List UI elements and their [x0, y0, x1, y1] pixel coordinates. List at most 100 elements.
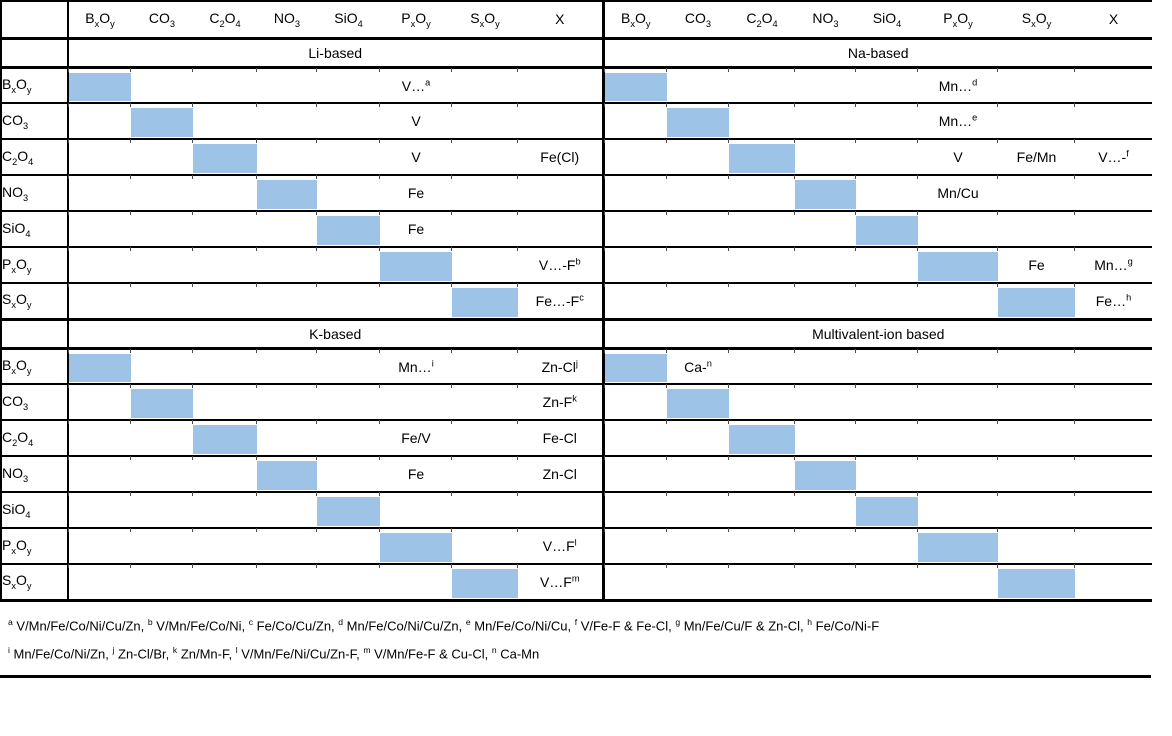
matrix-cell: [451, 246, 518, 284]
cell-value: V…Fm: [539, 573, 580, 591]
matrix-cell: Fe…-Fc: [517, 282, 605, 320]
matrix-cell: [794, 563, 856, 602]
column-header: BxOy: [603, 0, 667, 40]
matrix-cell: [1074, 419, 1152, 457]
matrix-cell: [256, 347, 317, 385]
diagonal-highlight: [317, 216, 380, 245]
matrix-cell: [256, 138, 317, 176]
matrix-cell: [451, 102, 518, 140]
row-header: CO3: [0, 103, 69, 140]
matrix-cell: Fe(Cl): [517, 138, 605, 176]
matrix-cell: V: [379, 138, 452, 176]
matrix-cell: [997, 527, 1075, 565]
matrix-cell: [794, 527, 856, 565]
matrix-cell: [666, 138, 729, 176]
matrix-cell: Fe: [379, 174, 452, 212]
matrix-cell: [451, 491, 518, 529]
matrix-cell: V…Fl: [517, 527, 605, 565]
row-header: C2O4: [0, 139, 69, 176]
matrix-cell: [67, 419, 131, 457]
matrix-cell: [192, 282, 257, 320]
row-header: SxOy: [0, 283, 69, 320]
matrix-cell: [855, 455, 918, 493]
matrix-cell: [917, 246, 998, 284]
matrix-cell: [997, 102, 1075, 140]
row-header: PxOy: [0, 247, 69, 284]
matrix-cell: [666, 246, 729, 284]
matrix-cell: [602, 563, 667, 602]
matrix-cell: [666, 66, 729, 104]
diagonal-highlight: [452, 288, 518, 317]
diagonal-highlight: [856, 497, 918, 526]
matrix-cell: [130, 383, 193, 421]
matrix-cell: Mn…g: [1074, 246, 1152, 284]
diagonal-highlight: [918, 252, 998, 281]
polyanion-matrix-table: BxOy CO3 C2O4 NO3 SiO4 PxOy SxOy X BxOy CO3 C2O4 NO…: [0, 0, 1152, 602]
matrix-cell: [855, 66, 918, 104]
cell-value: Zn-Clj: [541, 357, 578, 375]
matrix-cell: [67, 563, 131, 602]
matrix-cell: [917, 527, 998, 565]
matrix-cell: [451, 210, 518, 248]
cell-value: V…-f: [1098, 148, 1129, 166]
diagonal-highlight: [998, 288, 1075, 317]
matrix-cell: Fe: [997, 246, 1075, 284]
matrix-cell: [192, 419, 257, 457]
matrix-cell: [917, 210, 998, 248]
corner-cell: [0, 0, 69, 40]
cell-value: V…Fl: [542, 537, 577, 555]
matrix-cell: [517, 102, 605, 140]
matrix-cell: [192, 563, 257, 602]
matrix-cell: [192, 491, 257, 529]
matrix-cell: [130, 102, 193, 140]
matrix-cell: [666, 527, 729, 565]
matrix-cell: [517, 66, 605, 104]
row-header: NO3: [0, 175, 69, 212]
matrix-cell: Fe/Mn: [997, 138, 1075, 176]
cell-value: Fe…-Fc: [535, 292, 584, 310]
matrix-cell: [316, 102, 380, 140]
matrix-cell: [728, 527, 795, 565]
matrix-cell: [666, 491, 729, 529]
matrix-cell: [67, 491, 131, 529]
matrix-cell: [316, 66, 380, 104]
matrix-cell: [256, 246, 317, 284]
column-header: X: [1075, 0, 1152, 40]
row-header: C2O4: [0, 420, 69, 457]
matrix-cell: [192, 455, 257, 493]
matrix-cell: [1074, 491, 1152, 529]
matrix-cell: [192, 347, 257, 385]
matrix-cell: [666, 210, 729, 248]
matrix-cell: [130, 419, 193, 457]
matrix-cell: [517, 491, 605, 529]
matrix-cell: [666, 383, 729, 421]
matrix-cell: [855, 282, 918, 320]
row-header: BxOy: [0, 67, 69, 104]
matrix-cell: [855, 491, 918, 529]
matrix-cell: [67, 66, 131, 104]
matrix-cell: [602, 246, 667, 284]
matrix-cell: [666, 102, 729, 140]
footnotes: a V/Mn/Fe/Co/Ni/Cu/Zn, b V/Mn/Fe/Co/Ni, …: [0, 602, 1172, 667]
matrix-cell: [517, 210, 605, 248]
diagonal-highlight: [667, 108, 729, 137]
diagonal-highlight: [380, 533, 452, 562]
column-header: X: [518, 0, 605, 40]
matrix-cell: [602, 491, 667, 529]
section-label-spacer: [0, 36, 69, 69]
diagonal-highlight: [729, 425, 795, 454]
matrix-cell: [997, 210, 1075, 248]
matrix-cell: [1074, 347, 1152, 385]
column-header: CO3: [131, 0, 193, 40]
matrix-cell: [517, 174, 605, 212]
matrix-cell: [130, 563, 193, 602]
column-header: SiO4: [317, 0, 380, 40]
matrix-cell: [192, 102, 257, 140]
matrix-cell: [67, 455, 131, 493]
matrix-cell: [728, 491, 795, 529]
matrix-cell: [316, 455, 380, 493]
matrix-cell: [666, 174, 729, 212]
matrix-cell: [1074, 383, 1152, 421]
matrix-cell: [130, 210, 193, 248]
matrix-cell: [666, 455, 729, 493]
